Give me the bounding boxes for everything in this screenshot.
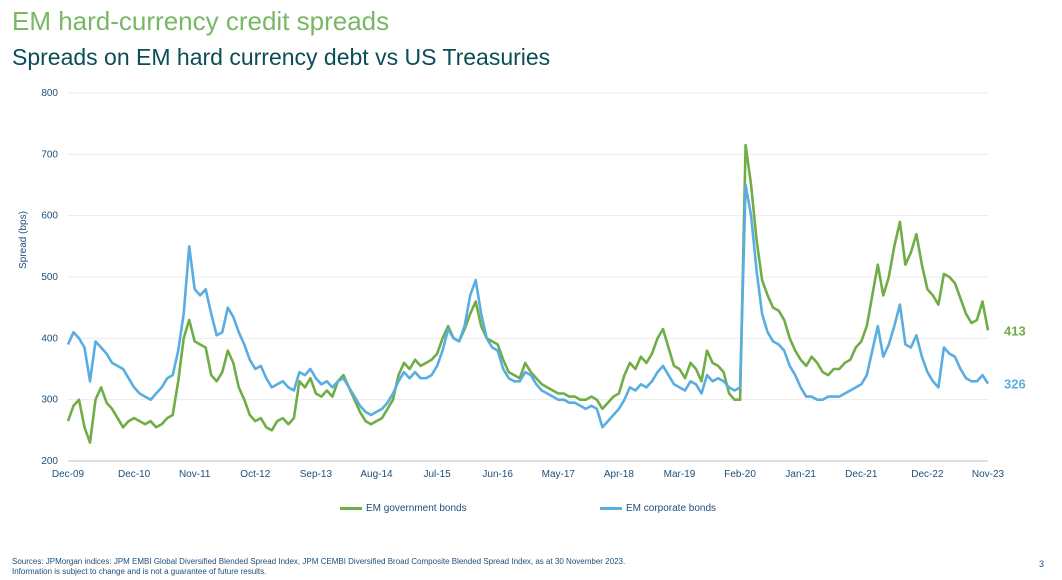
end-label-gov: 413 xyxy=(1004,323,1026,338)
footnote-disclaimer: Information is subject to change and is … xyxy=(12,567,267,576)
x-tick-label: Apr-18 xyxy=(604,469,634,480)
legend-item-gov: EM government bonds xyxy=(340,503,467,514)
x-tick-label: Nov-11 xyxy=(179,469,211,480)
y-tick-label: 700 xyxy=(41,149,58,160)
legend-swatch-gov xyxy=(340,507,362,510)
y-tick-label: 300 xyxy=(41,395,58,406)
legend-swatch-corp xyxy=(600,507,622,510)
y-tick-label: 400 xyxy=(41,333,58,344)
x-tick-label: Jul-15 xyxy=(423,469,451,480)
page-number: 3 xyxy=(1038,559,1044,569)
x-tick-label: Nov-23 xyxy=(972,469,1005,480)
x-tick-label: Dec-10 xyxy=(118,469,151,480)
footnote-sources: Sources: JPMorgan indices: JPM EMBI Glob… xyxy=(12,557,626,566)
end-label-corp: 326 xyxy=(1004,377,1026,392)
x-tick-label: Feb-20 xyxy=(724,469,756,480)
y-tick-label: 500 xyxy=(41,272,58,283)
source-footnote: Sources: JPMorgan indices: JPM EMBI Glob… xyxy=(12,557,625,577)
series-line-em-government xyxy=(66,143,990,444)
legend-label-corp: EM corporate bonds xyxy=(626,503,717,514)
x-axis: Dec-09 Dec-10 Nov-11 Oct-12 Sep-13 Aug-14 Jul-… xyxy=(52,460,1005,480)
x-tick-label: Jan-21 xyxy=(785,469,816,480)
grid-layer xyxy=(68,92,988,462)
end-labels: 413 326 xyxy=(1004,323,1026,391)
series-line-em-corporate xyxy=(66,183,990,429)
x-tick-label: Dec-22 xyxy=(911,469,944,480)
series-layer xyxy=(66,143,990,444)
x-tick-label: Sep-13 xyxy=(300,469,333,480)
x-tick-label: Mar-19 xyxy=(664,469,696,480)
x-tick-label: Jun-16 xyxy=(482,469,513,480)
y-axis-label: Spread (bps) xyxy=(18,211,29,269)
x-tick-label: Oct-12 xyxy=(240,469,270,480)
y-axis: 200 300 400 500 600 700 800 xyxy=(41,88,58,467)
y-tick-label: 600 xyxy=(41,211,58,222)
legend-item-corp: EM corporate bonds xyxy=(600,503,716,514)
page-title: EM hard-currency credit spreads xyxy=(12,6,390,36)
y-tick-label: 800 xyxy=(41,88,58,99)
y-tick-label: 200 xyxy=(41,456,58,467)
x-tick-label: Aug-14 xyxy=(360,469,393,480)
page-subtitle: Spreads on EM hard currency debt vs US T… xyxy=(12,44,551,70)
legend-label-gov: EM government bonds xyxy=(366,503,467,514)
x-tick-label: Dec-21 xyxy=(845,469,878,480)
x-tick-label: Dec-09 xyxy=(52,469,85,480)
x-tick-label: May-17 xyxy=(542,469,576,480)
